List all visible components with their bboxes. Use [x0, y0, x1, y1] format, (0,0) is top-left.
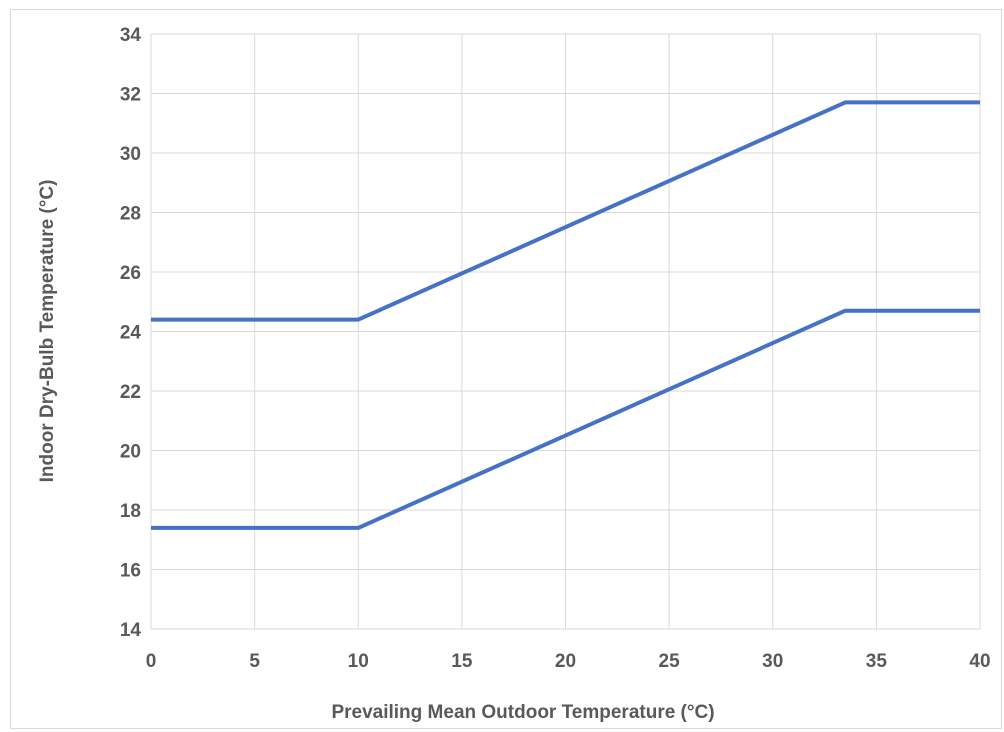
- y-tick-label: 18: [120, 501, 141, 522]
- y-tick-label: 14: [120, 620, 142, 641]
- upper-limit-line: [151, 100, 980, 322]
- x-tick-labels: 0 5 10 15 20 25 30 35 40: [146, 651, 991, 672]
- x-tick-label: 10: [348, 651, 369, 672]
- y-tick-label: 22: [120, 382, 141, 403]
- series-lines: [151, 100, 980, 530]
- y-tick-label: 16: [120, 561, 141, 582]
- y-tick-label: 24: [120, 323, 142, 344]
- x-axis-title: Prevailing Mean Outdoor Temperature (°C): [331, 702, 714, 723]
- y-tick-label: 28: [120, 204, 141, 225]
- lower-limit-line: [151, 308, 980, 530]
- x-tick-label: 40: [969, 651, 990, 672]
- x-tick-label: 35: [866, 651, 888, 672]
- y-tick-label: 30: [120, 144, 141, 165]
- x-tick-label: 20: [555, 651, 576, 672]
- y-tick-label: 26: [120, 263, 141, 284]
- x-tick-label: 5: [249, 651, 260, 672]
- y-tick-labels: 14 16 18 20 22 24 26 28 30 32 34: [120, 25, 142, 641]
- x-tick-label: 30: [762, 651, 783, 672]
- x-tick-label: 0: [146, 651, 157, 672]
- y-tick-label: 34: [120, 25, 142, 46]
- y-tick-label: 20: [120, 442, 141, 463]
- chart-frame: [10, 9, 1002, 729]
- y-tick-label: 32: [120, 85, 141, 106]
- y-axis-title: Indoor Dry-Bulb Temperature (°C): [37, 180, 58, 483]
- x-tick-label: 15: [451, 651, 473, 672]
- grid: [150, 33, 981, 630]
- x-tick-label: 25: [659, 651, 681, 672]
